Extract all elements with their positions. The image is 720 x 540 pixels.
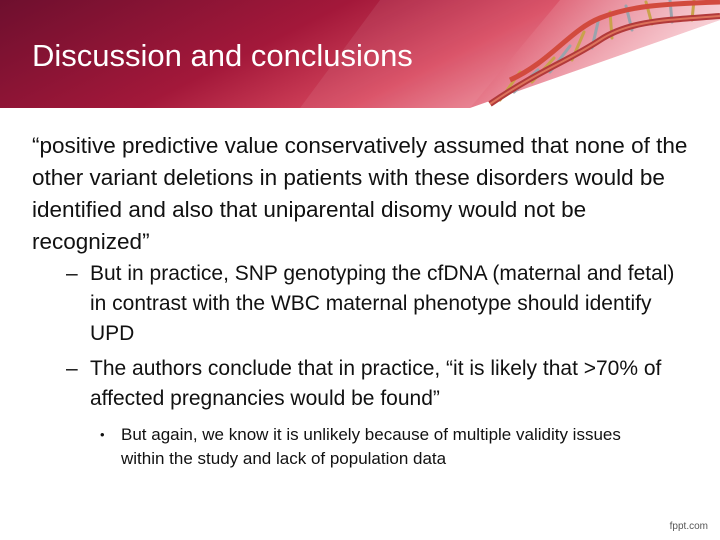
bullet-point-text: The authors conclude that in practice, “… bbox=[90, 357, 662, 410]
footer-watermark: fppt.com bbox=[669, 521, 708, 532]
bullet-point-text: But in practice, SNP genotyping the cfDN… bbox=[90, 262, 675, 345]
dna-helix-icon bbox=[488, 0, 720, 107]
bullet-point-authors-conclusion: – The authors conclude that in practice,… bbox=[66, 354, 686, 414]
dash-marker-icon: – bbox=[66, 262, 78, 285]
bullet-point-snp-genotyping: – But in practice, SNP genotyping the cf… bbox=[66, 259, 686, 349]
slide-title: Discussion and conclusions bbox=[32, 38, 413, 73]
bullet-dot-icon: • bbox=[100, 427, 105, 442]
subbullet-point-validity: • But again, we know it is unlikely beca… bbox=[100, 423, 660, 471]
dash-marker-icon: – bbox=[66, 357, 78, 380]
quote-paragraph: “positive predictive value conservativel… bbox=[32, 133, 688, 254]
subbullet-point-text: But again, we know it is unlikely becaus… bbox=[121, 425, 621, 468]
